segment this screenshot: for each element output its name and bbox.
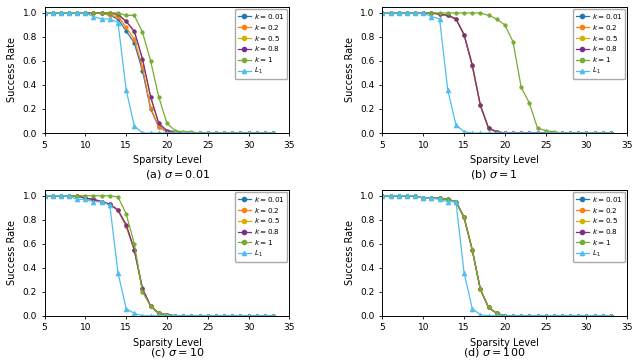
Legend: $k = 0.01$, $k = 0.2$, $k = 0.5$, $k = 0.8$, $k = 1$, $L_1$: $k = 0.01$, $k = 0.2$, $k = 0.5$, $k = 0… bbox=[573, 9, 625, 79]
Y-axis label: Success Rate: Success Rate bbox=[7, 220, 17, 285]
Legend: $k = 0.01$, $k = 0.2$, $k = 0.5$, $k = 0.8$, $k = 1$, $L_1$: $k = 0.01$, $k = 0.2$, $k = 0.5$, $k = 0… bbox=[235, 9, 287, 79]
X-axis label: Sparsity Level: Sparsity Level bbox=[470, 155, 540, 165]
Text: (c) $\sigma = 10$: (c) $\sigma = 10$ bbox=[150, 346, 205, 359]
Text: (b) $\sigma = 1$: (b) $\sigma = 1$ bbox=[470, 168, 518, 181]
X-axis label: Sparsity Level: Sparsity Level bbox=[132, 338, 202, 348]
X-axis label: Sparsity Level: Sparsity Level bbox=[470, 338, 540, 348]
Text: (a) $\sigma = 0.01$: (a) $\sigma = 0.01$ bbox=[145, 168, 211, 181]
Legend: $k = 0.01$, $k = 0.2$, $k = 0.5$, $k = 0.8$, $k = 1$, $L_1$: $k = 0.01$, $k = 0.2$, $k = 0.5$, $k = 0… bbox=[573, 192, 625, 262]
Y-axis label: Success Rate: Success Rate bbox=[7, 37, 17, 102]
Legend: $k = 0.01$, $k = 0.2$, $k = 0.5$, $k = 0.8$, $k = 1$, $L_1$: $k = 0.01$, $k = 0.2$, $k = 0.5$, $k = 0… bbox=[235, 192, 287, 262]
Y-axis label: Success Rate: Success Rate bbox=[345, 220, 355, 285]
Text: (d) $\sigma = 100$: (d) $\sigma = 100$ bbox=[463, 346, 525, 359]
X-axis label: Sparsity Level: Sparsity Level bbox=[132, 155, 202, 165]
Y-axis label: Success Rate: Success Rate bbox=[345, 37, 355, 102]
